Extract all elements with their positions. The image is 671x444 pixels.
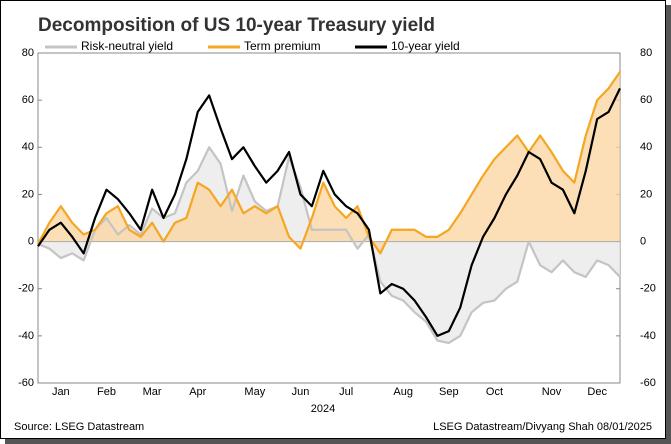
y2-tick-label: 0 (640, 235, 646, 247)
x-tick-label: Aug (393, 386, 413, 398)
line (37, 146, 621, 345)
y-tick-label: -60 (18, 377, 34, 389)
x-tick-label: Dec (587, 386, 607, 398)
y-tick-label: 0 (28, 235, 34, 247)
x-tick-label: Sep (439, 386, 459, 398)
y2-tick-label: -40 (640, 330, 656, 342)
y2-tick-label: 60 (640, 94, 652, 106)
legend-label: 10-year yield (391, 39, 460, 53)
y2-tick-label: 40 (640, 141, 652, 153)
x-tick-label: Jan (52, 386, 70, 398)
source: Source: LSEG Datastream (14, 421, 144, 433)
y-tick-label: -40 (18, 330, 34, 342)
x-tick-label: Jul (339, 386, 353, 398)
area (38, 71, 620, 254)
y2-tick-label: -60 (640, 377, 656, 389)
x-axis-label: 2024 (311, 403, 335, 415)
y-tick-label: 40 (22, 141, 34, 153)
x-tick-label: Mar (143, 386, 162, 398)
x-tick-label: May (244, 386, 265, 398)
y-tick-label: 60 (22, 94, 34, 106)
legend-label: Term premium (244, 39, 321, 53)
y-tick-label: -20 (18, 283, 34, 295)
chart-title: Decomposition of US 10-year Treasury yie… (38, 15, 435, 36)
area (38, 147, 620, 343)
credit: LSEG Datastream/Divyang Shah 08/01/2025 (433, 421, 652, 433)
x-tick-label: Feb (97, 386, 116, 398)
y2-tick-label: -20 (640, 283, 656, 295)
legend-label: Risk-neutral yield (81, 39, 173, 53)
line (37, 71, 621, 255)
x-tick-label: Oct (486, 386, 503, 398)
y-tick-label: 20 (22, 188, 34, 200)
y2-tick-label: 20 (640, 188, 652, 200)
y2-tick-label: 80 (640, 47, 652, 59)
line (37, 87, 621, 337)
x-tick-label: Nov (542, 386, 562, 398)
x-tick-label: Apr (189, 386, 206, 398)
y-tick-label: 80 (22, 47, 34, 59)
x-tick-label: Jun (292, 386, 310, 398)
